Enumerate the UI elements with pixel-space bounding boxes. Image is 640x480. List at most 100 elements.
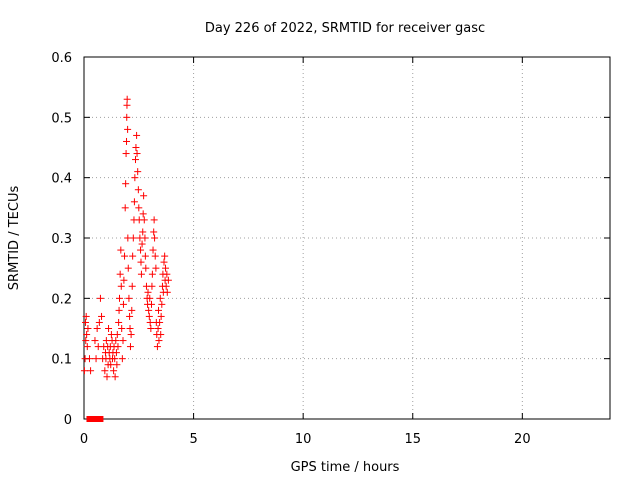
data-point <box>97 416 104 422</box>
data-point <box>162 264 170 272</box>
data-point <box>107 331 115 339</box>
data-point <box>163 288 171 296</box>
data-point <box>148 300 156 308</box>
data-point <box>158 300 166 308</box>
data-point <box>151 252 159 260</box>
data-point <box>150 228 158 236</box>
data-point <box>146 294 154 302</box>
data-point <box>154 325 162 332</box>
data-point <box>82 318 90 326</box>
axis-ticks: 0 5 10 15 20 0 0.1 0.2 0.3 0.4 0.5 0.6 <box>51 51 610 447</box>
data-point <box>133 131 141 139</box>
chart-title: Day 226 of 2022, SRMTID for receiver gas… <box>205 21 485 36</box>
data-point <box>147 325 155 332</box>
data-point <box>128 282 136 290</box>
data-point <box>91 337 99 345</box>
data-point <box>113 361 121 369</box>
data-point <box>144 288 152 296</box>
data-point <box>156 294 164 302</box>
data-point <box>162 282 170 290</box>
y-tick-label: 0 <box>64 413 72 428</box>
data-point <box>124 125 132 133</box>
data-point <box>125 294 133 302</box>
data-point <box>101 367 109 375</box>
data-point <box>155 337 163 345</box>
y-tick-label: 0.3 <box>51 232 72 247</box>
data-point <box>155 306 163 314</box>
data-point <box>132 156 140 164</box>
data-point <box>126 343 134 351</box>
data-point <box>126 325 134 332</box>
data-point <box>123 95 131 103</box>
data-point <box>148 282 156 290</box>
data-point <box>82 312 90 320</box>
data-point <box>117 282 125 290</box>
data-point <box>112 337 120 345</box>
data-point <box>127 331 135 339</box>
data-point <box>133 150 141 158</box>
data-point <box>95 318 103 326</box>
data-point <box>93 416 100 422</box>
data-point <box>98 312 106 320</box>
data-point <box>124 264 132 272</box>
y-tick-label: 0.6 <box>51 51 72 66</box>
x-tick-label: 5 <box>189 432 197 447</box>
y-tick-label: 0.5 <box>51 111 72 126</box>
data-point <box>140 216 148 224</box>
data-point <box>141 252 149 260</box>
data-point <box>113 331 121 339</box>
data-point <box>96 294 104 302</box>
data-point <box>123 137 131 145</box>
data-point <box>107 361 115 369</box>
data-point <box>137 258 145 266</box>
data-point <box>116 294 124 302</box>
data-point <box>116 270 124 278</box>
data-point <box>132 144 140 151</box>
y-tick-label: 0.1 <box>51 353 72 368</box>
data-point <box>119 300 127 308</box>
data-point <box>83 343 91 351</box>
data-point <box>139 228 147 236</box>
data-point <box>145 312 153 320</box>
data-point <box>138 240 146 248</box>
data-point <box>142 264 150 272</box>
data-point <box>156 318 164 326</box>
data-point <box>122 180 130 188</box>
data-point <box>118 325 126 332</box>
data-point <box>129 252 137 260</box>
data-point <box>84 325 92 332</box>
data-point <box>148 270 156 278</box>
data-point <box>152 264 160 272</box>
data-point <box>114 343 122 351</box>
plot-border <box>83 56 611 420</box>
data-point <box>141 234 149 242</box>
data-point <box>153 343 161 351</box>
data-point <box>129 234 137 242</box>
data-point <box>93 325 101 332</box>
data-point <box>111 355 119 363</box>
data-point <box>112 349 120 357</box>
data-point <box>87 367 95 375</box>
data-point <box>115 318 123 326</box>
data-point <box>163 270 171 278</box>
data-point <box>119 337 127 345</box>
data-point <box>80 367 88 375</box>
plot-frame <box>83 56 611 420</box>
data-point <box>164 276 172 284</box>
y-axis-label: SRMTID / TECUs <box>7 186 22 291</box>
data-point <box>128 306 136 314</box>
data-point <box>145 306 153 314</box>
data-point <box>139 210 147 218</box>
x-tick-label: 0 <box>80 432 88 447</box>
data-point <box>92 355 100 363</box>
data-point <box>130 198 138 206</box>
data-point <box>131 174 139 182</box>
data-point <box>105 325 113 332</box>
data-point <box>122 150 130 158</box>
x-tick-label: 15 <box>404 432 421 447</box>
data-point <box>115 306 123 314</box>
data-point <box>146 318 154 326</box>
data-point <box>121 204 129 212</box>
data-point <box>161 252 169 260</box>
